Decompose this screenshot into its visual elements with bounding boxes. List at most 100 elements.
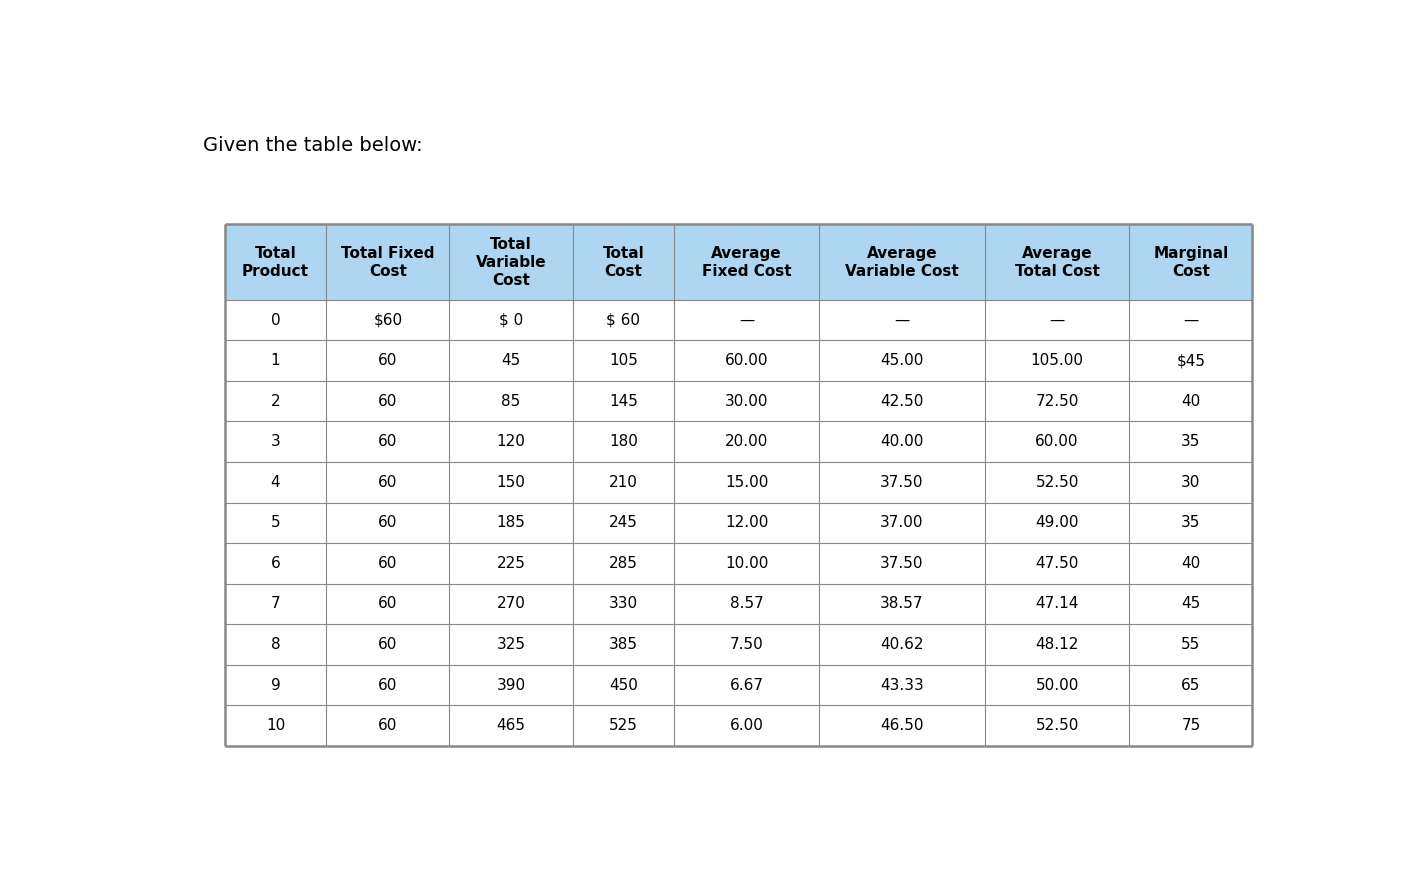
Text: 40: 40: [1181, 393, 1201, 408]
Bar: [327, 624, 449, 664]
Bar: [1129, 341, 1252, 381]
Text: 35: 35: [1181, 516, 1201, 531]
Bar: [225, 664, 327, 706]
Text: 385: 385: [609, 637, 637, 652]
Bar: [327, 664, 449, 706]
Bar: [819, 224, 985, 300]
Text: 47.14: 47.14: [1035, 597, 1078, 612]
Bar: [674, 300, 819, 341]
Bar: [674, 664, 819, 706]
Bar: [573, 300, 674, 341]
Text: —: —: [739, 312, 754, 327]
Bar: [819, 300, 985, 341]
Bar: [674, 462, 819, 502]
Text: 450: 450: [609, 678, 637, 693]
Bar: [985, 462, 1129, 502]
Text: 390: 390: [496, 678, 526, 693]
Bar: [573, 664, 674, 706]
Text: Total
Product: Total Product: [242, 246, 309, 278]
Bar: [225, 381, 327, 422]
Bar: [819, 341, 985, 381]
Bar: [1129, 664, 1252, 706]
Text: 525: 525: [609, 718, 637, 733]
Bar: [985, 543, 1129, 583]
Bar: [327, 462, 449, 502]
Text: 0: 0: [271, 312, 281, 327]
Text: 2: 2: [271, 393, 281, 408]
Text: 43.33: 43.33: [880, 678, 924, 693]
Text: 85: 85: [502, 393, 520, 408]
Bar: [674, 422, 819, 462]
Bar: [327, 341, 449, 381]
Text: 3: 3: [271, 434, 281, 450]
Text: 15.00: 15.00: [724, 475, 769, 490]
Text: 35: 35: [1181, 434, 1201, 450]
Bar: [225, 543, 327, 583]
Text: 1: 1: [271, 353, 281, 368]
Bar: [225, 300, 327, 341]
Text: 47.50: 47.50: [1035, 556, 1078, 571]
Bar: [449, 543, 573, 583]
Text: 210: 210: [609, 475, 637, 490]
Bar: [327, 583, 449, 624]
Bar: [449, 341, 573, 381]
Text: 4: 4: [271, 475, 281, 490]
Bar: [985, 502, 1129, 543]
Text: 10.00: 10.00: [724, 556, 769, 571]
Text: 72.50: 72.50: [1035, 393, 1078, 408]
Bar: [449, 502, 573, 543]
Text: 52.50: 52.50: [1035, 718, 1078, 733]
Bar: [674, 224, 819, 300]
Text: 60.00: 60.00: [1035, 434, 1079, 450]
Bar: [225, 706, 327, 746]
Text: 60: 60: [378, 353, 398, 368]
Text: Average
Fixed Cost: Average Fixed Cost: [702, 246, 791, 278]
Text: 185: 185: [496, 516, 526, 531]
Text: 38.57: 38.57: [880, 597, 924, 612]
Bar: [225, 502, 327, 543]
Bar: [573, 624, 674, 664]
Text: 180: 180: [609, 434, 637, 450]
Text: Total Fixed
Cost: Total Fixed Cost: [341, 246, 435, 278]
Text: 37.50: 37.50: [880, 556, 924, 571]
Bar: [1129, 300, 1252, 341]
Bar: [327, 300, 449, 341]
Bar: [449, 706, 573, 746]
Bar: [449, 381, 573, 422]
Bar: [985, 624, 1129, 664]
Text: 37.00: 37.00: [880, 516, 924, 531]
Bar: [225, 341, 327, 381]
Text: 7: 7: [271, 597, 281, 612]
Text: —: —: [1050, 312, 1065, 327]
Text: 120: 120: [496, 434, 526, 450]
Text: 60: 60: [378, 597, 398, 612]
Text: 225: 225: [496, 556, 526, 571]
Bar: [1129, 422, 1252, 462]
Bar: [674, 583, 819, 624]
Bar: [573, 381, 674, 422]
Text: 40: 40: [1181, 556, 1201, 571]
Bar: [449, 462, 573, 502]
Text: Average
Total Cost: Average Total Cost: [1015, 246, 1099, 278]
Bar: [674, 502, 819, 543]
Text: 325: 325: [496, 637, 526, 652]
Bar: [1129, 381, 1252, 422]
Bar: [225, 462, 327, 502]
Text: 42.50: 42.50: [880, 393, 924, 408]
Text: 285: 285: [609, 556, 637, 571]
Text: Marginal
Cost: Marginal Cost: [1154, 246, 1229, 278]
Text: —: —: [1184, 312, 1198, 327]
Text: 6.00: 6.00: [730, 718, 763, 733]
Bar: [985, 422, 1129, 462]
Text: 45: 45: [1181, 597, 1201, 612]
Bar: [819, 381, 985, 422]
Bar: [573, 341, 674, 381]
Text: 52.50: 52.50: [1035, 475, 1078, 490]
Text: 245: 245: [609, 516, 637, 531]
Text: 12.00: 12.00: [724, 516, 769, 531]
Bar: [573, 224, 674, 300]
Text: 55: 55: [1181, 637, 1201, 652]
Text: Total
Variable
Cost: Total Variable Cost: [476, 237, 546, 288]
Text: $ 0: $ 0: [499, 312, 523, 327]
Bar: [449, 624, 573, 664]
